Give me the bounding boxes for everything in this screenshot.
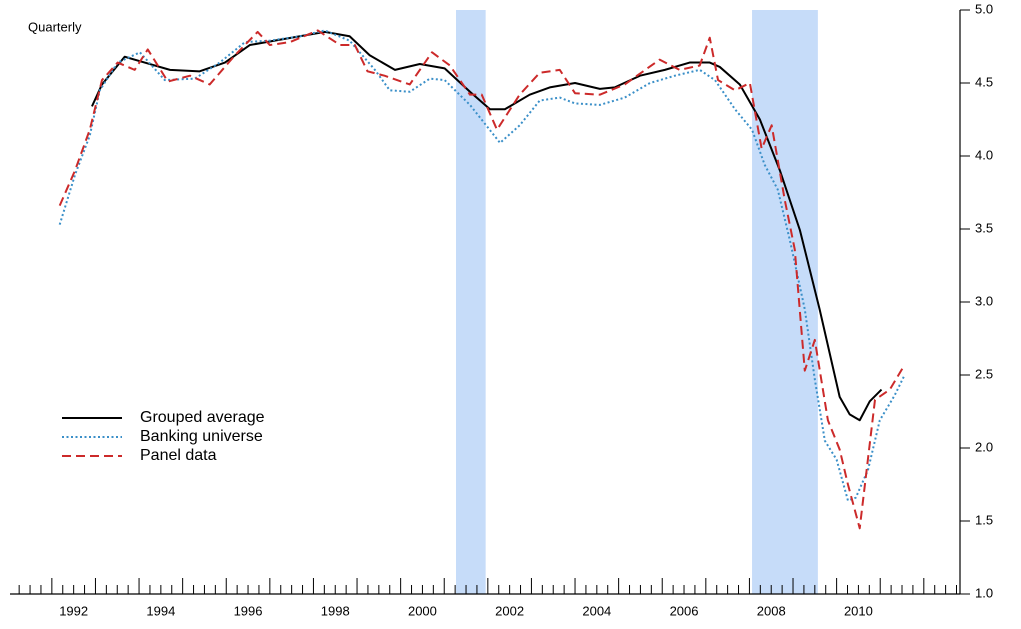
y-tick-label: 3.0 — [975, 293, 993, 308]
y-tick-label: 1.0 — [975, 585, 993, 600]
series-line — [58, 29, 906, 502]
legend-label: Panel data — [140, 447, 217, 464]
y-tick-label: 2.5 — [975, 366, 993, 381]
y-tick-label: 5.0 — [975, 1, 993, 16]
x-tick-label: 1998 — [321, 603, 350, 618]
x-tick-label: 2000 — [408, 603, 437, 618]
x-tick-label: 1992 — [59, 603, 88, 618]
x-tick-label: 2006 — [670, 603, 699, 618]
series-line — [91, 30, 883, 422]
y-tick-label: 2.0 — [975, 439, 993, 454]
y-tick-label: 4.0 — [975, 147, 993, 162]
shaded-period — [752, 10, 818, 594]
x-tick-label: 1996 — [234, 603, 263, 618]
y-tick-label: 1.5 — [975, 512, 993, 527]
legend-label: Grouped average — [140, 409, 265, 426]
x-tick-label: 1994 — [146, 603, 175, 618]
x-tick-label: 2008 — [757, 603, 786, 618]
x-tick-label: 2002 — [495, 603, 524, 618]
shaded-period — [456, 10, 486, 594]
y-tick-label: 3.5 — [975, 220, 993, 235]
chart-title: Quarterly — [28, 19, 82, 34]
y-tick-label: 4.5 — [975, 74, 993, 89]
x-tick-label: 2004 — [582, 603, 611, 618]
x-tick-label: 2010 — [844, 603, 873, 618]
legend-label: Banking universe — [140, 428, 263, 445]
series-line — [58, 29, 906, 530]
